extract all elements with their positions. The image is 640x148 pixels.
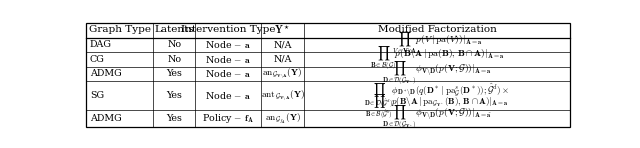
Text: $\mathrm{ant}_{\mathcal{G}_{\mathbf{V}\backslash\mathbf{A}}}(\mathbf{Y})$: $\mathrm{ant}_{\mathcal{G}_{\mathbf{V}\b… — [260, 88, 305, 103]
Text: $\prod_{\mathbf{D}\in\mathcal{D}(\mathcal{G}_{\mathbf{Y}^*})}\phi_{\mathbf{V}\ba: $\prod_{\mathbf{D}\in\mathcal{D}(\mathca… — [382, 104, 492, 132]
Text: Policy $-$ $\mathbf{f_A}$: Policy $-$ $\mathbf{f_A}$ — [202, 112, 254, 125]
Text: Node $-$ $\mathbf{a}$: Node $-$ $\mathbf{a}$ — [205, 68, 251, 79]
Text: CG: CG — [90, 55, 105, 64]
Text: Node $-$ $\mathbf{a}$: Node $-$ $\mathbf{a}$ — [205, 39, 251, 50]
Text: Latents: Latents — [154, 25, 194, 34]
Text: No: No — [167, 55, 181, 64]
Text: $\prod_{\mathbf{D}\in\mathcal{D}(\hat{\mathcal{G}}^d)}\phi_{\mathbf{D}^*\backsla: $\prod_{\mathbf{D}\in\mathcal{D}(\hat{\m… — [364, 81, 510, 110]
Text: $\prod_{\mathbf{B}\in\mathcal{B}(\mathcal{G})} p(\mathbf{B}\backslash\mathbf{A}\: $\prod_{\mathbf{B}\in\mathcal{B}(\mathca… — [369, 45, 505, 73]
Text: Graph Type: Graph Type — [89, 25, 150, 34]
Text: Modified Factorization: Modified Factorization — [378, 25, 497, 34]
Text: $\prod_{\mathbf{D}\in\mathcal{D}(\mathcal{G}_{\mathbf{Y}^*})}\phi_{\mathbf{V}\ba: $\prod_{\mathbf{D}\in\mathcal{D}(\mathca… — [382, 60, 492, 88]
Text: $\mathrm{an}_{\mathcal{G}_{f_{\mathbf{A}}}}(\mathbf{Y})$: $\mathrm{an}_{\mathcal{G}_{f_{\mathbf{A}… — [264, 111, 301, 126]
Text: ADMG: ADMG — [90, 114, 122, 123]
Text: N/A: N/A — [273, 40, 292, 49]
Text: $\mathbf{Y}^\star$: $\mathbf{Y}^\star$ — [275, 24, 291, 36]
Text: ADMG: ADMG — [90, 69, 122, 78]
Text: $\mathrm{an}_{\mathcal{G}_{\mathbf{V}\backslash\mathbf{A}}}(\mathbf{Y})$: $\mathrm{an}_{\mathcal{G}_{\mathbf{V}\ba… — [262, 66, 303, 81]
Text: Intervention Type: Intervention Type — [181, 25, 275, 34]
Text: $\prod_{V\in\mathbf{V}\backslash\mathbf{A}} p(V\mid\mathrm{pa}(V))|_{\mathbf{A}=: $\prod_{V\in\mathbf{V}\backslash\mathbf{… — [392, 31, 483, 59]
Text: No: No — [167, 40, 181, 49]
Text: Yes: Yes — [166, 91, 182, 100]
Text: SG: SG — [90, 91, 104, 100]
Text: $\prod_{\mathbf{B}\in\mathcal{B}(\hat{\mathcal{G}}^b)} p(\mathbf{B}\backslash\ma: $\prod_{\mathbf{B}\in\mathcal{B}(\hat{\m… — [365, 92, 509, 121]
Text: Yes: Yes — [166, 69, 182, 78]
Text: Yes: Yes — [166, 114, 182, 123]
Text: DAG: DAG — [90, 40, 112, 49]
Text: Node $-$ $\mathbf{a}$: Node $-$ $\mathbf{a}$ — [205, 90, 251, 101]
Text: N/A: N/A — [273, 55, 292, 64]
Text: Node $-$ $\mathbf{a}$: Node $-$ $\mathbf{a}$ — [205, 54, 251, 65]
